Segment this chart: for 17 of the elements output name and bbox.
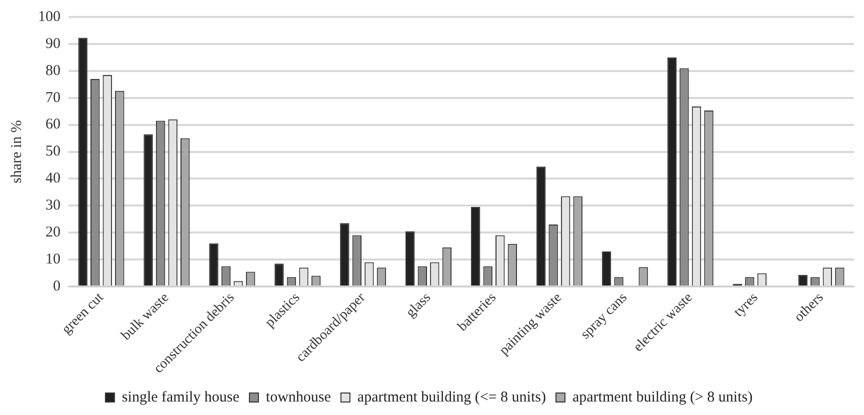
- x-tick-label: tyres: [731, 290, 762, 320]
- y-tick-label: 10: [46, 252, 60, 268]
- y-axis-title: share in %: [8, 120, 25, 184]
- y-tick-label: 70: [46, 90, 60, 106]
- legend-label: townhouse: [266, 389, 332, 406]
- y-tick-label: 80: [46, 62, 60, 79]
- y-tick-label: 50: [46, 144, 60, 160]
- y-tick-label: 30: [46, 198, 60, 214]
- y-tick-label: 90: [46, 36, 60, 52]
- y-tick-label: 40: [46, 170, 60, 187]
- legend-label: apartment building (> 8 units): [572, 389, 753, 406]
- y-tick-label: 20: [46, 224, 60, 241]
- y-tick-label: 100: [38, 8, 60, 25]
- y-tick-label: 0: [53, 278, 60, 294]
- legend-label: single family house: [122, 389, 240, 406]
- legend-label: apartment building (<= 8 units): [357, 389, 546, 406]
- y-tick-label: 60: [46, 116, 60, 133]
